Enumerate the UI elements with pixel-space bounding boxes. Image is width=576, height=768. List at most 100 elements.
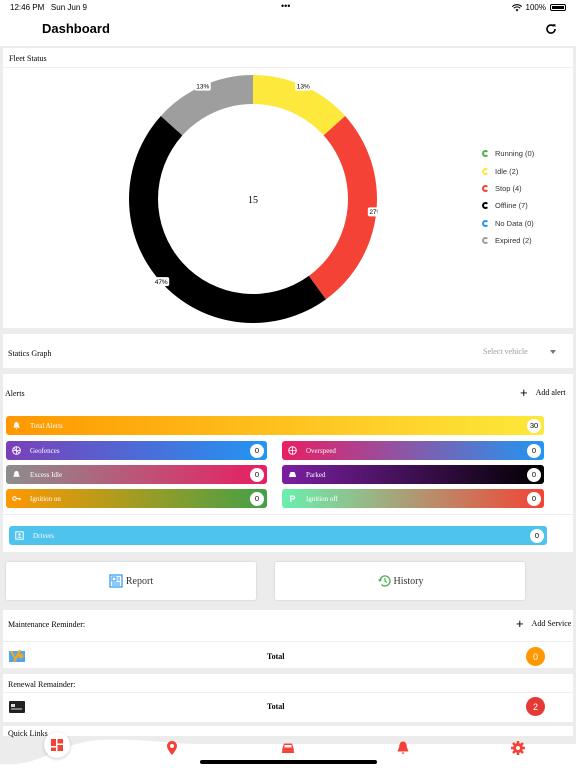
tab-settings-icon[interactable] bbox=[510, 740, 526, 756]
add-service-button[interactable]: + Add Service bbox=[516, 615, 572, 631]
total-alerts-bar[interactable]: Total Alerts 30 bbox=[6, 416, 544, 435]
multitask-dots[interactable]: ••• bbox=[281, 1, 291, 11]
drivers-label: Drivers bbox=[33, 531, 54, 540]
tab-bar-background bbox=[0, 739, 576, 768]
driver-id-icon bbox=[15, 531, 24, 540]
fleet-status-card: Fleet Status 15 13% 27% 47% 13% Running (0)… bbox=[3, 48, 573, 328]
ignition-off-label: Ignition off bbox=[306, 494, 338, 503]
page-title: Dashboard bbox=[42, 21, 110, 36]
battery-percent: 100% bbox=[525, 3, 546, 12]
renewal-count-badge: 2 bbox=[526, 697, 545, 716]
divider bbox=[3, 514, 573, 515]
ignition-off-count: 0 bbox=[527, 491, 541, 506]
battery-icon bbox=[550, 4, 566, 11]
donut-label-idle: 13% bbox=[295, 81, 312, 91]
geofences-bar[interactable]: Geofences 0 bbox=[6, 441, 267, 460]
donut-center-total: 15 bbox=[248, 195, 258, 206]
dashboard-icon bbox=[51, 739, 63, 751]
car-icon bbox=[288, 470, 297, 479]
legend-item: Idle (2) bbox=[482, 162, 534, 179]
legend-ring-icon bbox=[482, 184, 489, 192]
donut-percent-label: 47% bbox=[155, 279, 168, 286]
excess-idle-label: Excess Idle bbox=[30, 470, 63, 479]
excess-idle-bar[interactable]: Excess Idle 0 bbox=[6, 465, 267, 484]
tab-bell-icon[interactable] bbox=[395, 740, 411, 756]
legend-label: Offline (7) bbox=[495, 201, 528, 211]
alerts-title: Alerts bbox=[5, 389, 25, 398]
renewal-total-label: Total bbox=[267, 702, 285, 711]
total-alerts-label: Total Alerts bbox=[30, 421, 63, 430]
refresh-icon[interactable] bbox=[544, 22, 558, 36]
chevron-down-icon[interactable] bbox=[550, 350, 556, 354]
drivers-bar[interactable]: Drivers 0 bbox=[9, 526, 547, 545]
legend-item: Offline (7) bbox=[482, 197, 534, 214]
divider bbox=[3, 67, 573, 68]
alerts-card: Alerts + Add alert Total Alerts 30 Geofen… bbox=[3, 374, 573, 552]
donut-label-expired: 13% bbox=[194, 81, 211, 91]
ignition-off-bar[interactable]: P Ignition off 0 bbox=[282, 489, 544, 508]
status-right: 100% bbox=[511, 3, 566, 12]
tab-car-icon[interactable] bbox=[280, 740, 296, 756]
parked-label: Parked bbox=[306, 470, 326, 479]
fleet-legend: Running (0) Idle (2) Stop (4) Offline (7) No… bbox=[482, 145, 534, 249]
legend-ring-icon bbox=[482, 219, 489, 227]
ignition-on-bar[interactable]: Ignition on 0 bbox=[6, 489, 267, 508]
tab-dashboard[interactable] bbox=[44, 732, 70, 758]
maintenance-card: Maintenance Reminder: + Add Service Total… bbox=[3, 610, 573, 668]
tab-map-pin-icon[interactable] bbox=[164, 740, 180, 756]
renewal-card: Renewal Remainder: Total 2 bbox=[3, 674, 573, 722]
donut-slice-expired bbox=[160, 75, 253, 136]
divider bbox=[3, 692, 573, 693]
report-button[interactable]: Report bbox=[6, 562, 256, 600]
overspeed-bar[interactable]: Overspeed 0 bbox=[282, 441, 544, 460]
donut-label-bg bbox=[367, 207, 378, 217]
legend-item: Running (0) bbox=[482, 145, 534, 162]
fleet-donut-chart: 15 13% 27% 47% 13% bbox=[129, 75, 378, 323]
key-icon bbox=[12, 494, 21, 503]
parking-icon: P bbox=[289, 493, 296, 504]
renewal-title: Renewal Remainder: bbox=[8, 680, 76, 689]
legend-ring-icon bbox=[482, 237, 489, 245]
add-service-label: Add Service bbox=[531, 619, 572, 628]
status-bar: 12:46 PM Sun Jun 9 ••• 100% bbox=[0, 0, 576, 14]
maintenance-tools-icon bbox=[9, 649, 25, 663]
report-icon bbox=[109, 574, 123, 588]
donut-slice-stop bbox=[308, 116, 377, 300]
statics-graph-card: Statics Graph Select vehicle bbox=[3, 334, 573, 368]
renewal-card-icon bbox=[9, 701, 25, 713]
history-icon bbox=[377, 575, 391, 587]
home-indicator[interactable] bbox=[200, 760, 377, 764]
divider bbox=[3, 641, 573, 642]
maintenance-count-badge: 0 bbox=[526, 647, 545, 666]
total-alerts-count: 30 bbox=[527, 418, 541, 433]
quick-links-title: Quick Links bbox=[8, 729, 48, 738]
maintenance-total-label: Total bbox=[267, 652, 285, 661]
donut-slice-offline bbox=[129, 116, 326, 323]
parked-count: 0 bbox=[527, 467, 541, 482]
legend-label: Running (0) bbox=[495, 149, 535, 159]
vehicle-select[interactable]: Select vehicle bbox=[483, 347, 528, 356]
grid-icon bbox=[288, 446, 297, 455]
excess-idle-count: 0 bbox=[250, 467, 264, 482]
donut-label-bg bbox=[153, 277, 170, 287]
quick-links-card: Quick Links bbox=[3, 726, 573, 738]
legend-ring-icon bbox=[482, 167, 489, 175]
parked-bar[interactable]: Parked 0 bbox=[282, 465, 544, 484]
legend-ring-icon bbox=[482, 150, 489, 158]
plus-icon: + bbox=[520, 384, 528, 400]
add-alert-button[interactable]: + Add alert bbox=[520, 384, 566, 400]
legend-label: Expired (2) bbox=[495, 236, 532, 246]
report-label: Report bbox=[125, 575, 154, 587]
bell-icon bbox=[12, 470, 21, 479]
ignition-on-count: 0 bbox=[250, 491, 264, 506]
legend-label: No Data (0) bbox=[495, 218, 534, 228]
donut-percent-label: 13% bbox=[196, 83, 209, 90]
status-time: 12:46 PM Sun Jun 9 bbox=[10, 3, 87, 12]
donut-label-offline: 47% bbox=[153, 277, 170, 287]
tab-bar bbox=[0, 732, 576, 768]
legend-ring-icon bbox=[482, 202, 489, 210]
legend-label: Stop (4) bbox=[495, 183, 522, 193]
history-button[interactable]: History bbox=[275, 562, 525, 600]
plus-icon: + bbox=[516, 615, 524, 631]
legend-item: No Data (0) bbox=[482, 215, 534, 232]
